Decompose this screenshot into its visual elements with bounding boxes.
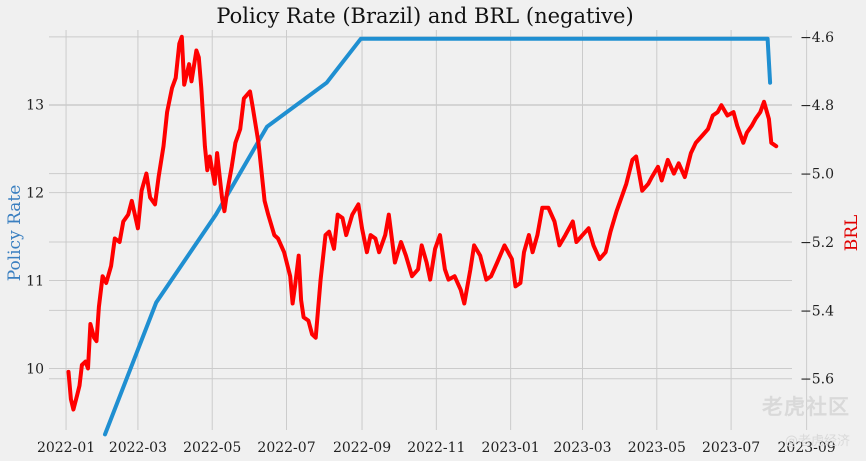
right-tick-label: −4.6	[800, 30, 834, 46]
grid	[49, 30, 808, 430]
right-tick-label: −4.8	[800, 98, 834, 114]
series-lines	[66, 34, 779, 437]
x-tick-label: 2023-01	[482, 440, 540, 456]
left-tick-labels: 10 11 12 13	[26, 98, 44, 378]
x-tick-label: 2022-09	[333, 440, 391, 456]
x-tick-label: 2023-05	[628, 440, 686, 456]
watermark-logo: 老虎社区	[762, 395, 850, 419]
chart-title: Policy Rate (Brazil) and BRL (negative)	[216, 4, 633, 28]
right-tick-label: −5.4	[800, 303, 834, 319]
plot-area	[49, 30, 792, 430]
policy-rate-line	[103, 36, 773, 437]
x-tick-label: 2022-07	[257, 440, 315, 456]
x-tick-label: 2023-03	[553, 440, 611, 456]
watermark-handle: @老虎经济	[784, 434, 850, 449]
left-tick-label: 13	[26, 98, 44, 114]
x-tick-labels: 2022-01 2022-03 2022-05 2022-07 2022-09 2022-…	[37, 440, 836, 456]
x-tick-label: 2022-01	[37, 440, 95, 456]
left-tick-label: 10	[26, 361, 44, 377]
right-tick-label: −5.2	[800, 235, 834, 251]
x-tick-label: 2023-07	[702, 440, 760, 456]
right-tick-labels: −4.6 −4.8 −5.0 −5.2 −5.4 −5.6	[800, 30, 834, 388]
left-axis-label: Policy Rate	[5, 185, 25, 282]
right-axis-label: BRL	[842, 215, 862, 252]
brl-line	[66, 34, 779, 412]
right-tick-label: −5.6	[800, 372, 834, 388]
left-tick-label: 11	[26, 274, 44, 290]
x-tick-label: 2023-09	[778, 440, 836, 456]
x-tick-label: 2022-11	[407, 440, 465, 456]
x-tick-label: 2022-05	[183, 440, 241, 456]
right-tick-label: −5.0	[800, 167, 834, 183]
x-tick-label: 2022-03	[109, 440, 167, 456]
left-tick-label: 12	[26, 186, 44, 202]
